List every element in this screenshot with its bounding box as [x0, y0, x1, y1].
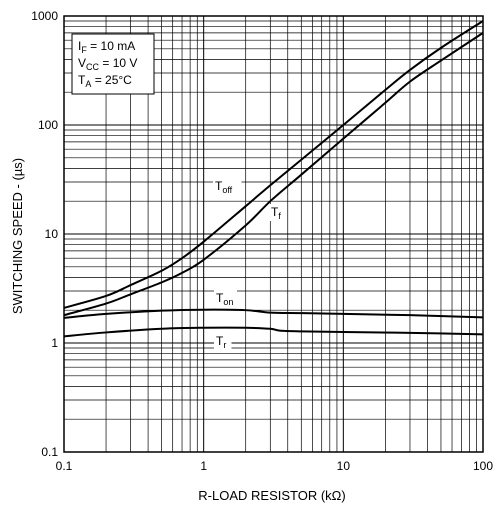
y-tick-label: 1000	[31, 9, 58, 23]
condition-line: VCC = 10 V	[78, 56, 137, 72]
conditions-frame	[71, 33, 155, 95]
y-tick-label: 0.1	[41, 445, 58, 459]
series-label-bg	[214, 333, 232, 350]
data-curves: Toff Tf Ton Tr	[63, 20, 484, 350]
tick-labels: 0.1 1 10 100 0.1 1 10 100 1000	[31, 9, 493, 473]
y-axis-label: SWITCHING SPEED - (µs)	[10, 158, 25, 314]
series-label-tf: Tf	[271, 205, 281, 221]
series-line-ton	[63, 308, 484, 319]
series-line-toff	[63, 20, 484, 309]
condition-line: TA = 25°C	[78, 73, 132, 89]
y-tick-label: 1	[51, 336, 58, 350]
series-label-ton: Ton	[216, 291, 233, 307]
plot-grid	[63, 16, 483, 453]
series-label-tr: Tr	[216, 334, 226, 350]
x-axis-label: R-LOAD RESISTOR (kΩ)	[198, 488, 345, 503]
series-label-bg	[213, 178, 242, 195]
series-line-tf	[63, 32, 484, 317]
y-tick-label: 10	[45, 227, 59, 241]
series-label-bg	[214, 290, 237, 307]
series-label-toff: Toff	[215, 179, 233, 195]
x-tick-label: 1	[200, 459, 207, 473]
x-tick-label: 100	[473, 459, 493, 473]
series-line-tr	[63, 326, 484, 338]
series-label-bg	[269, 204, 287, 221]
y-tick-label: 100	[38, 118, 58, 132]
x-tick-label: 0.1	[56, 459, 73, 473]
condition-line: IF = 10 mA	[78, 39, 135, 55]
x-tick-label: 10	[337, 459, 351, 473]
plot-frame	[63, 15, 484, 453]
